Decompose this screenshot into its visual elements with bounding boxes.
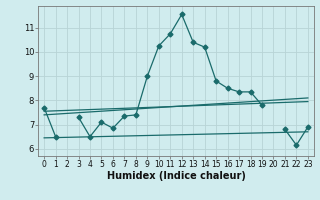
X-axis label: Humidex (Indice chaleur): Humidex (Indice chaleur) [107, 171, 245, 181]
